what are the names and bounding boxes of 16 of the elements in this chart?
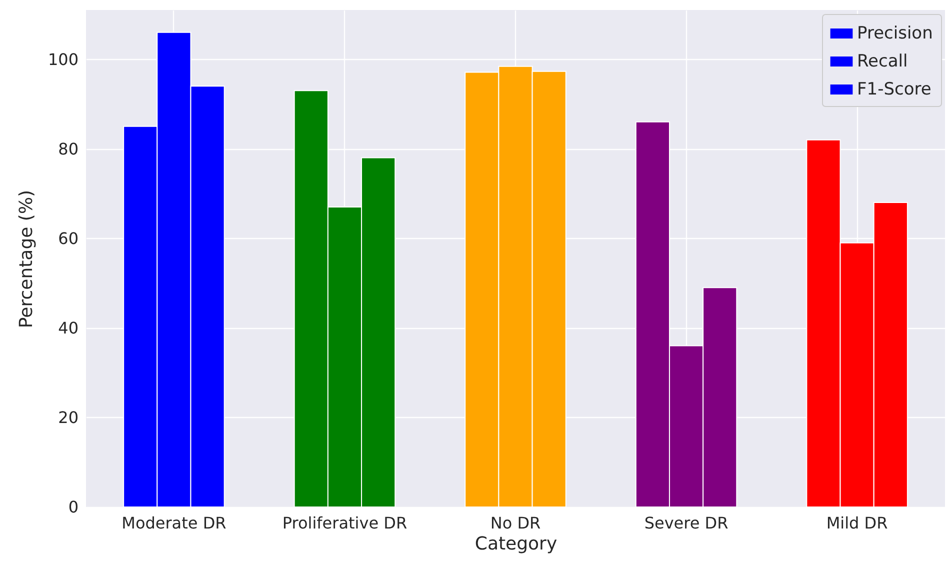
x-tick-label: Proliferative DR bbox=[282, 514, 408, 532]
x-tick-label: Severe DR bbox=[644, 514, 728, 532]
y-tick-label: 60 bbox=[58, 228, 78, 248]
legend-label: Precision bbox=[857, 24, 933, 44]
y-tick-label: 20 bbox=[58, 408, 78, 427]
legend-label: Recall bbox=[857, 52, 908, 72]
y-tick-label: 80 bbox=[58, 139, 78, 158]
y-tick-label: 40 bbox=[58, 318, 78, 338]
x-tick-label: No DR bbox=[490, 514, 541, 532]
legend-label: F1-Score bbox=[857, 80, 932, 100]
y-tick-label: 0 bbox=[68, 498, 78, 516]
y-tick-label: 100 bbox=[48, 50, 78, 69]
x-tick-label: Mild DR bbox=[826, 514, 888, 532]
y-axis-title: Percentage (%) bbox=[16, 190, 37, 328]
x-tick-label: Moderate DR bbox=[122, 514, 226, 532]
x-axis-title: Category bbox=[474, 534, 558, 554]
